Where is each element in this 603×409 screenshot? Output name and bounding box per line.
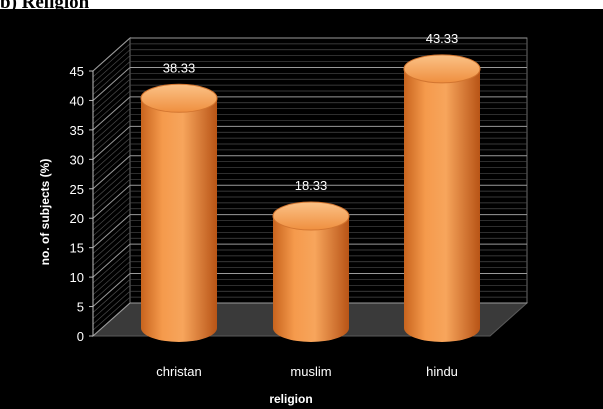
y-tick-label: 5 [77, 300, 84, 315]
grid-line [92, 290, 131, 325]
grid-line [92, 143, 131, 178]
y-tick-label: 20 [70, 211, 84, 226]
bar-top [140, 83, 218, 113]
bar: 43.33 [403, 31, 481, 342]
grid-line [92, 78, 131, 113]
grid-line [92, 137, 131, 172]
y-tick-label: 0 [77, 329, 84, 344]
x-tick-label: muslim [290, 364, 331, 379]
grid-line [92, 261, 131, 296]
grid-line [92, 202, 131, 237]
grid-line [92, 302, 131, 337]
grid-line [92, 184, 131, 219]
bar-body [404, 68, 480, 342]
grid-line [92, 214, 131, 249]
grid-line [92, 167, 131, 201]
grid-line [92, 55, 131, 89]
y-tick-label: 15 [70, 241, 84, 256]
grid-line [92, 49, 131, 84]
bars: 38.33 18.33 43.33 [140, 31, 481, 342]
bar: 38.33 [140, 60, 218, 342]
y-tick-label: 45 [70, 64, 84, 79]
grid-line [92, 243, 131, 278]
grid-line [92, 108, 131, 142]
bar-top [272, 201, 350, 231]
grid-line [92, 279, 131, 313]
grid-line [92, 179, 131, 213]
grid-line [92, 220, 131, 254]
grid-line [92, 131, 131, 166]
y-tick-label: 10 [70, 270, 84, 285]
data-label: 18.33 [295, 178, 328, 193]
side-wall [92, 36, 131, 338]
grid-line [92, 273, 131, 307]
grid-line [92, 125, 131, 160]
grid-line [92, 61, 131, 95]
chart-area: 0 5 10 15 20 25 30 35 40 45 38.33 18.33 43.33 chris… [0, 9, 603, 409]
grid-line [92, 226, 131, 260]
grid-line [92, 37, 131, 72]
grid-line [92, 237, 131, 272]
y-tick-label: 30 [70, 152, 84, 167]
bar-body [273, 216, 349, 342]
x-tick-label: christan [156, 364, 202, 379]
bar-body [141, 98, 217, 342]
bar: 18.33 [272, 178, 350, 342]
y-tick-label: 35 [70, 123, 84, 138]
grid-line [92, 155, 131, 190]
x-axis: christan muslim hindu [156, 364, 458, 379]
grid-line [92, 149, 131, 184]
grid-line [92, 120, 131, 154]
grid-line [92, 161, 131, 195]
grid-line [92, 208, 131, 243]
y-axis: 0 5 10 15 20 25 30 35 40 45 [70, 64, 94, 344]
data-label: 38.33 [163, 60, 196, 75]
grid-line [92, 90, 131, 125]
grid-line [92, 255, 131, 290]
grid-line [92, 67, 131, 101]
y-axis-label: no. of subjects (%) [38, 159, 52, 266]
grid-line [92, 296, 131, 331]
y-tick-label: 25 [70, 182, 84, 197]
grid-line [92, 173, 131, 207]
grid-line [92, 285, 131, 319]
grid-line [92, 73, 131, 107]
grid-line [92, 232, 131, 266]
grid-line [92, 249, 131, 284]
grid-line [92, 196, 131, 231]
data-label: 43.33 [426, 31, 459, 46]
x-tick-label: hindu [426, 364, 458, 379]
y-tick-label: 40 [70, 93, 84, 108]
grid-line [92, 190, 131, 225]
grid-line [92, 102, 131, 137]
grid-line [92, 267, 131, 301]
x-axis-label: religion [269, 392, 312, 406]
religion-bar-chart: 0 5 10 15 20 25 30 35 40 45 38.33 18.33 43.33 chris… [38, 31, 529, 406]
grid-line [92, 96, 131, 131]
bar-top [403, 54, 481, 84]
grid-line [92, 84, 131, 119]
grid-line [92, 114, 131, 148]
grid-line [92, 43, 131, 78]
